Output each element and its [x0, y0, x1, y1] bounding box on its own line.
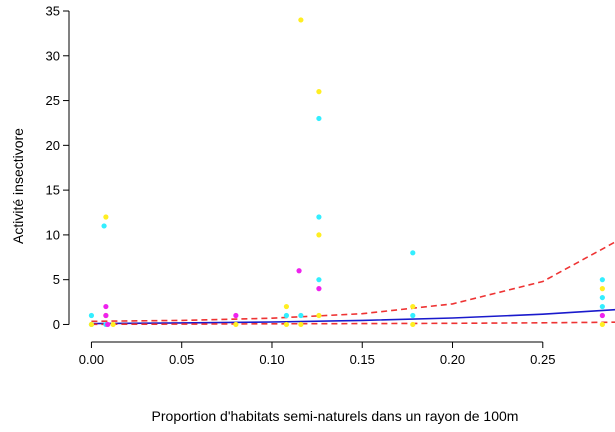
cyan-point: [316, 277, 322, 283]
cyan-point: [599, 303, 605, 310]
yellow-point: [233, 321, 239, 328]
magenta-point: [599, 312, 605, 319]
fit-curve: [91, 308, 615, 325]
cyan-point: [410, 250, 416, 256]
x-tick-label: 0.25: [530, 352, 555, 367]
x-tick-label: 0.20: [440, 352, 465, 367]
yellow-point: [599, 286, 605, 292]
y-tick-label: 15: [46, 183, 60, 198]
yellow-point: [410, 303, 416, 310]
yellow-point: [283, 321, 290, 328]
y-tick-label: 5: [53, 272, 60, 287]
y-tick-label: 10: [46, 227, 60, 242]
y-tick-label: 25: [46, 93, 60, 108]
ci-upper-curve: [91, 241, 615, 323]
y-tick-label: 35: [46, 4, 60, 19]
yellow-point: [410, 321, 416, 328]
magenta-point: [103, 303, 109, 310]
yellow-point: [88, 321, 95, 328]
x-tick-label: 0.05: [169, 352, 194, 367]
x-tick-label: 0.10: [259, 352, 284, 367]
cyan-point: [101, 223, 107, 229]
yellow-point: [316, 89, 322, 95]
axes-layer: 0.00 0.05 0.10 0.15 0.20 0.25 0 5 10 15 20 25 30 35: [46, 4, 556, 368]
y-tick-label: 20: [46, 138, 60, 153]
magenta-point: [316, 286, 322, 292]
cyan-point: [599, 294, 605, 301]
yellow-point: [316, 312, 322, 319]
magenta-point: [233, 312, 239, 319]
cyan-point: [410, 312, 416, 319]
yellow-point: [298, 321, 304, 328]
y-axis-title: Activité insectivore: [10, 128, 26, 244]
y-tick-label: 30: [46, 48, 60, 63]
yellow-point: [103, 214, 109, 220]
yellow-point: [599, 321, 605, 328]
ci-lower-curve: [91, 321, 615, 326]
points-layer: [88, 17, 605, 328]
yellow-point: [298, 17, 304, 23]
x-tick-label: 0.00: [79, 352, 104, 367]
yellow-point: [283, 303, 290, 310]
cyan-point: [88, 312, 95, 319]
yellow-point: [316, 232, 322, 238]
magenta-point: [103, 312, 109, 319]
cyan-point: [316, 214, 322, 220]
curves-layer: [91, 241, 615, 326]
cyan-point: [599, 277, 605, 283]
cyan-point: [298, 312, 304, 319]
cyan-point: [316, 115, 322, 122]
x-tick-label: 0.15: [350, 352, 375, 367]
yellow-point: [110, 321, 116, 328]
cyan-point: [283, 312, 290, 319]
y-tick-label: 0: [53, 317, 60, 332]
x-axis-title: Proportion d'habitats semi-naturels dans…: [152, 408, 519, 424]
magenta-point: [296, 268, 302, 274]
magenta-point: [105, 321, 111, 328]
